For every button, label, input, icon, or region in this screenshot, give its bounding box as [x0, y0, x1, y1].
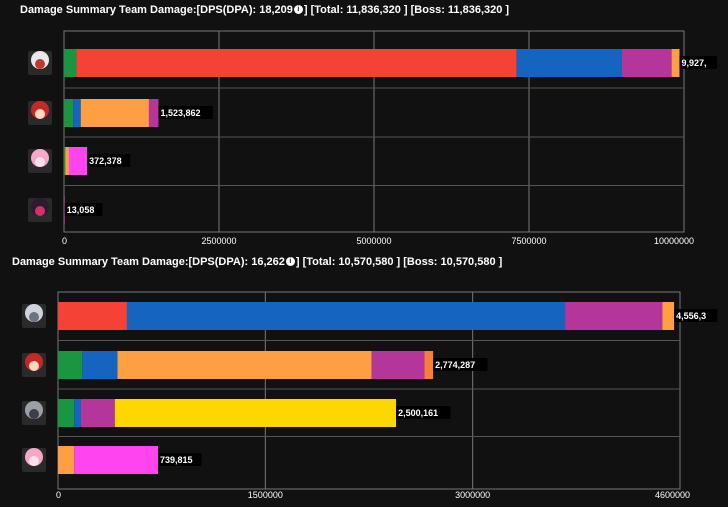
stacked-bar-chart: 0 2500000 5000000 7500000 10000000 9,927, 1,52… [28, 30, 718, 246]
bar-total-label-text: 4,556,3 [676, 311, 706, 321]
x-tick-label: 5000000 [356, 236, 391, 246]
character-avatar-dark-hair-icon [28, 198, 52, 222]
bar-total-label-bg [87, 154, 131, 167]
bar-total-label: 2,774,287 [433, 358, 488, 371]
character-avatar-silver-hair-icon [22, 304, 46, 328]
avatar-face [29, 456, 39, 466]
character-avatar-white-hair-red-accent-icon [28, 51, 52, 75]
damage-summary-panel-1: Damage Summary Team Damage:[DPS(DPA): 18… [0, 0, 728, 252]
info-icon[interactable]: i [285, 257, 295, 266]
bar-segment [671, 49, 680, 77]
bar-segment [58, 302, 127, 330]
damage-summary-panel-2: Damage Summary Team Damage:[DPS(DPA): 16… [0, 252, 728, 507]
character-avatar-pink-hair-icon [22, 448, 46, 472]
x-tick-label: 7500000 [511, 236, 546, 246]
bar-segment [58, 399, 75, 427]
bar-segment [80, 99, 149, 127]
avatar-face [29, 361, 39, 371]
x-tick-label: 1500000 [248, 490, 283, 500]
x-tick-label: 3000000 [455, 490, 490, 500]
bar-segment [64, 147, 66, 175]
bar-segment [662, 302, 675, 330]
x-tick-label: 0 [56, 490, 61, 500]
bar-total-label-text: 9,927, [681, 58, 706, 68]
info-icon[interactable]: i [293, 5, 303, 14]
bar-segment [76, 49, 517, 77]
bar-segment [80, 399, 115, 427]
character-avatar-red-hair-icon [22, 353, 46, 377]
bar-segment [65, 147, 69, 175]
bar-total-label-bg [158, 453, 202, 466]
character-avatar-gray-hair-icon [22, 401, 46, 425]
bar-total-label-text: 13,058 [67, 205, 95, 215]
x-tick-label: 0 [62, 236, 67, 246]
avatar-face [29, 312, 39, 322]
bar-segment [114, 399, 397, 427]
bar-segment [74, 399, 81, 427]
bar-total-label-bg [679, 56, 718, 69]
avatar-face [29, 409, 39, 419]
bar-segment [74, 446, 159, 474]
bar-segment [58, 351, 83, 379]
bar-segment [64, 196, 65, 224]
panel-title: Damage Summary Team Damage:[DPS(DPA): 16… [12, 256, 503, 268]
avatar-face [35, 206, 45, 216]
bar-total-label: 372,378 [87, 154, 131, 167]
bar-total-label-text: 2,774,287 [435, 360, 475, 370]
bar-segment [68, 147, 88, 175]
plot-frame [57, 291, 681, 490]
character-avatar-red-hair-icon [28, 101, 52, 125]
bar-total-label-text: 1,523,862 [160, 108, 200, 118]
bar-segment [82, 351, 118, 379]
avatar-face [35, 59, 45, 69]
character-avatar-pink-hair-icon [28, 149, 52, 173]
bar-total-label: 13,058 [64, 203, 103, 216]
avatar-face [35, 157, 45, 167]
bar-segment [58, 446, 75, 474]
bar-segment [126, 302, 566, 330]
bar-segment [565, 302, 663, 330]
x-tick-label: 2500000 [201, 236, 236, 246]
bar-total-label-bg [433, 358, 488, 371]
bar-segment [516, 49, 622, 77]
bar-total-label-bg [396, 406, 451, 419]
bar-total-label-bg [158, 106, 213, 119]
avatar-face [35, 109, 45, 119]
bar-total-label: 2,500,161 [396, 406, 451, 419]
bar-total-label-text: 372,378 [89, 156, 122, 166]
x-tick-label: 10000000 [654, 236, 694, 246]
x-tick-label: 4600000 [655, 490, 690, 500]
bar-segment [148, 99, 159, 127]
bar-segment [622, 49, 672, 77]
bar-total-label: 739,815 [158, 453, 202, 466]
bar-segment [424, 351, 434, 379]
panel-title: Damage Summary Team Damage:[DPS(DPA): 18… [20, 4, 510, 16]
bar-segment [64, 49, 77, 77]
bar-total-label: 4,556,3 [674, 309, 718, 322]
bar-total-label: 9,927, [679, 56, 718, 69]
bar-segment [117, 351, 372, 379]
bar-segment [64, 99, 74, 127]
bar-total-label-text: 739,815 [160, 455, 193, 465]
bar-total-label: 1,523,862 [158, 106, 213, 119]
stacked-bar-chart: 0 1500000 3000000 4600000 4,556,3 2,774,287 2,… [22, 291, 718, 500]
bar-segment [73, 99, 81, 127]
bar-total-label-bg [674, 309, 718, 322]
bar-segment [371, 351, 425, 379]
bar-total-label-bg [64, 203, 103, 216]
bar-total-label-text: 2,500,161 [398, 408, 438, 418]
